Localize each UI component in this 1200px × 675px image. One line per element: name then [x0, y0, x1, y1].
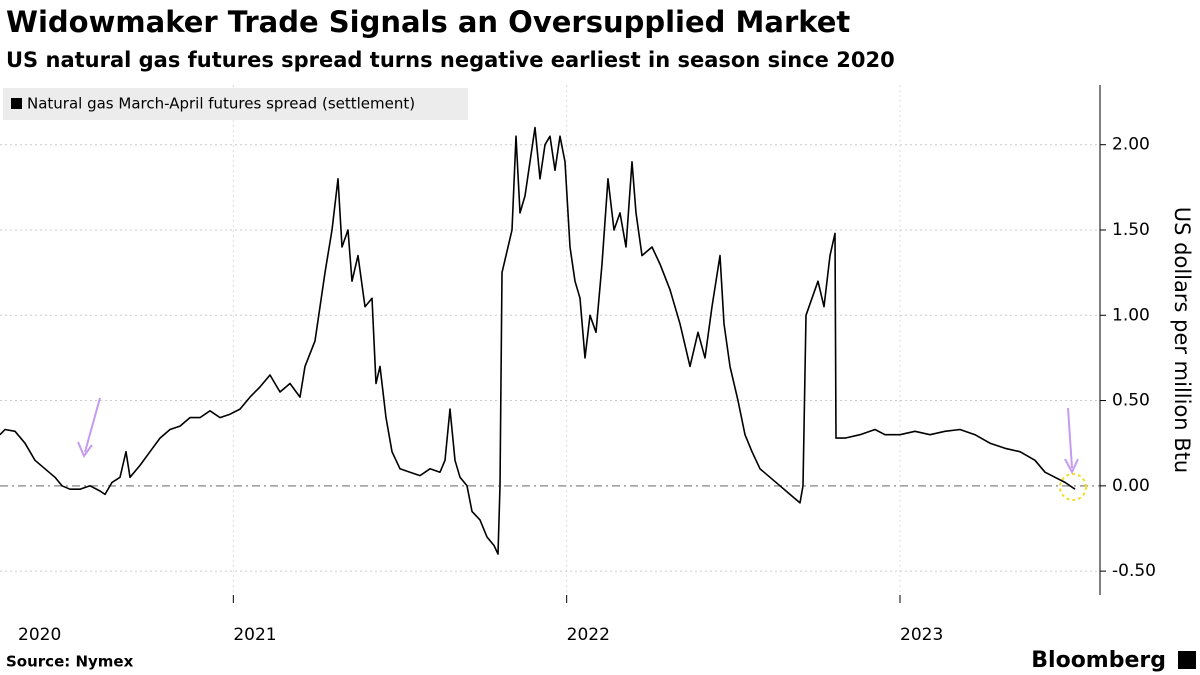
legend-box: [3, 88, 468, 120]
chart-subtitle: US natural gas futures spread turns nega…: [6, 48, 895, 72]
brand-icon: [1178, 651, 1196, 669]
legend-label: Natural gas March-April futures spread (…: [27, 95, 415, 113]
highlight-circle: [1059, 473, 1087, 501]
data-line: [0, 126, 1076, 555]
y-tick-label: 0.00: [1112, 476, 1150, 496]
y-axis-label: US dollars per million Btu: [1170, 207, 1194, 473]
y-tick-label: -0.50: [1112, 561, 1156, 581]
y-tick-label: 0.50: [1112, 391, 1150, 411]
x-tick-label: 2020: [18, 625, 61, 645]
x-tick-label: 2023: [900, 625, 943, 645]
chart-title: Widowmaker Trade Signals an Oversupplied…: [6, 5, 850, 39]
x-tick-label: 2022: [567, 625, 610, 645]
y-tick-label: 1.50: [1112, 220, 1150, 240]
x-tick-label: 2021: [233, 625, 276, 645]
y-tick-label: 2.00: [1112, 135, 1150, 155]
legend-swatch: [11, 98, 22, 109]
annotation-arrows: [77, 397, 1079, 475]
source: Source: Nymex: [6, 653, 134, 671]
y-tick-label: 1.00: [1112, 305, 1150, 325]
brand: Bloomberg: [1031, 648, 1166, 673]
